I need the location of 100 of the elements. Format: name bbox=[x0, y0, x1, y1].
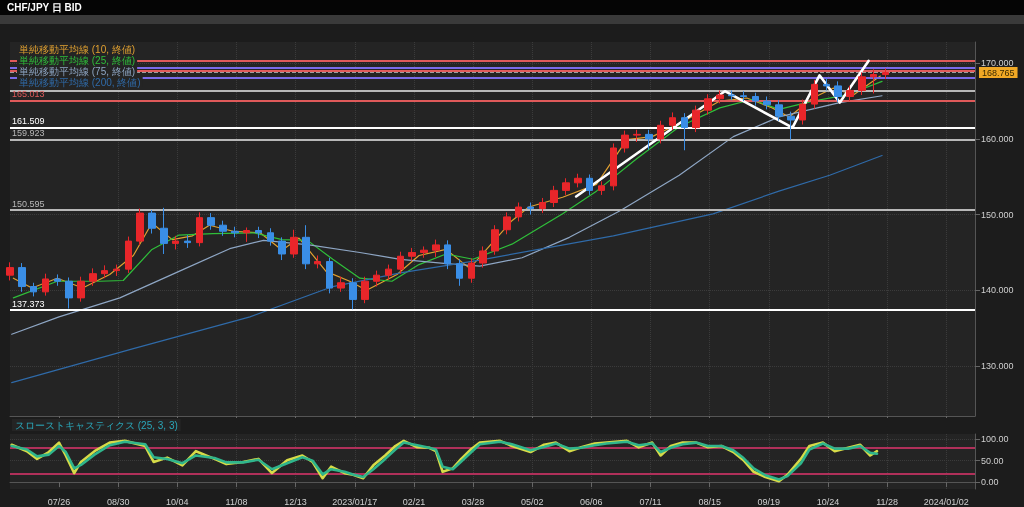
candlestick bbox=[267, 227, 274, 247]
candlestick bbox=[77, 276, 85, 303]
candlestick bbox=[491, 224, 499, 256]
candlestick bbox=[207, 212, 215, 231]
ref-line-label: 150.595 bbox=[12, 198, 45, 209]
x-tick-label: 08/30 bbox=[106, 496, 130, 507]
candlestick bbox=[196, 211, 203, 247]
chart-title: スローストキャスティクス (25, 3, 3) bbox=[15, 419, 178, 431]
text: 単純移動平均線 (75, 終値) bbox=[19, 65, 136, 77]
candlestick bbox=[515, 202, 522, 222]
candlestick bbox=[408, 247, 416, 262]
candlestick bbox=[255, 226, 262, 239]
candlestick bbox=[823, 77, 830, 91]
candlestick bbox=[125, 236, 132, 274]
y-tick-label: 170.000 bbox=[981, 58, 1014, 69]
y-tick-label: 150.000 bbox=[981, 209, 1014, 220]
candlestick bbox=[243, 226, 250, 243]
candlestick bbox=[527, 202, 534, 216]
x-tick-label: 03/28 bbox=[461, 496, 485, 507]
candlestick bbox=[740, 90, 747, 102]
candlestick bbox=[278, 236, 286, 261]
ref-line-label: 137.373 bbox=[12, 298, 45, 309]
candlestick bbox=[30, 282, 37, 297]
x-tick-label: 07/26 bbox=[47, 496, 71, 507]
x-tick-label: 02/21 bbox=[402, 496, 426, 507]
y-tick-label: 0.00 bbox=[981, 477, 999, 488]
line-series bbox=[11, 154, 883, 384]
candlestick bbox=[846, 85, 854, 102]
candlestick bbox=[870, 68, 877, 94]
line-series bbox=[11, 95, 883, 335]
candlestick bbox=[621, 130, 629, 154]
candlestick bbox=[799, 99, 806, 126]
candlestick bbox=[219, 220, 227, 237]
candlestick bbox=[420, 245, 428, 259]
candlestick bbox=[89, 267, 97, 287]
candlestick bbox=[503, 211, 511, 235]
ref-line-label: 161.509 bbox=[12, 115, 45, 126]
x-tick-label: 2024/01/02 bbox=[923, 496, 969, 507]
candlestick bbox=[479, 245, 487, 269]
candlestick bbox=[42, 273, 49, 297]
y-tick-label: 50.00 bbox=[981, 455, 1004, 466]
candlestick bbox=[610, 142, 617, 191]
candlestick bbox=[728, 89, 735, 101]
x-tick-label: 2023/01/17 bbox=[332, 496, 378, 507]
candlestick bbox=[669, 111, 676, 131]
ref-line-label: 165.013 bbox=[12, 89, 45, 100]
candlestick bbox=[184, 234, 191, 249]
candlestick bbox=[586, 173, 593, 196]
x-tick-label: 06/06 bbox=[580, 496, 603, 507]
candlestick bbox=[574, 173, 582, 188]
candlestick bbox=[550, 185, 558, 208]
candlestick bbox=[373, 270, 380, 288]
text: 単純移動平均線 (10, 終値) bbox=[19, 43, 136, 55]
candlestick bbox=[337, 276, 345, 293]
candlestick bbox=[858, 71, 866, 96]
x-tick-label: 12/13 bbox=[284, 496, 307, 507]
text: 単純移動平均線 (200, 終値) bbox=[19, 76, 141, 88]
candlestick bbox=[172, 235, 179, 250]
y-tick-label: 140.000 bbox=[981, 285, 1014, 296]
candlestick bbox=[598, 180, 605, 196]
candlestick bbox=[54, 273, 61, 287]
candlestick bbox=[136, 208, 144, 246]
candlestick bbox=[763, 96, 771, 110]
candlestick bbox=[385, 264, 392, 281]
candlestick bbox=[432, 239, 440, 258]
candlestick bbox=[361, 276, 369, 304]
x-tick-label: 11/28 bbox=[876, 496, 899, 507]
y-tick-label: 100.00 bbox=[981, 434, 1009, 445]
candlestick bbox=[65, 276, 73, 309]
y-tick-label: 130.000 bbox=[981, 361, 1014, 372]
candlestick bbox=[160, 207, 168, 255]
candlestick bbox=[444, 239, 451, 270]
candlestick bbox=[231, 226, 239, 238]
candlestick bbox=[101, 264, 108, 279]
candlestick bbox=[562, 177, 570, 196]
y-tick-label: 160.000 bbox=[981, 133, 1014, 144]
candlestick bbox=[113, 264, 120, 277]
candlestick bbox=[657, 120, 664, 144]
candlestick bbox=[811, 79, 818, 110]
candlestick bbox=[148, 209, 156, 235]
candlestick bbox=[716, 89, 724, 104]
candlestick bbox=[645, 129, 653, 151]
candlestick bbox=[704, 93, 712, 116]
text: 単純移動平均線 (25, 終値) bbox=[19, 54, 136, 66]
candlestick bbox=[456, 258, 463, 287]
candlestick bbox=[6, 261, 14, 281]
candlestick bbox=[539, 197, 546, 214]
candlestick bbox=[787, 111, 795, 141]
candlestick bbox=[681, 112, 688, 151]
candlestick bbox=[349, 277, 357, 310]
ref-line-label: 159.923 bbox=[12, 128, 45, 139]
x-tick-label: 05/02 bbox=[520, 496, 544, 507]
candlestick bbox=[692, 105, 700, 133]
candlestick bbox=[775, 99, 783, 122]
x-tick-label: 10/24 bbox=[816, 496, 840, 507]
candlestick bbox=[834, 80, 842, 103]
candlestick bbox=[882, 68, 889, 80]
x-tick-label: 11/08 bbox=[225, 496, 248, 507]
x-tick-label: 07/11 bbox=[639, 496, 662, 507]
chart-title: CHF/JPY 日 BID bbox=[7, 1, 82, 13]
